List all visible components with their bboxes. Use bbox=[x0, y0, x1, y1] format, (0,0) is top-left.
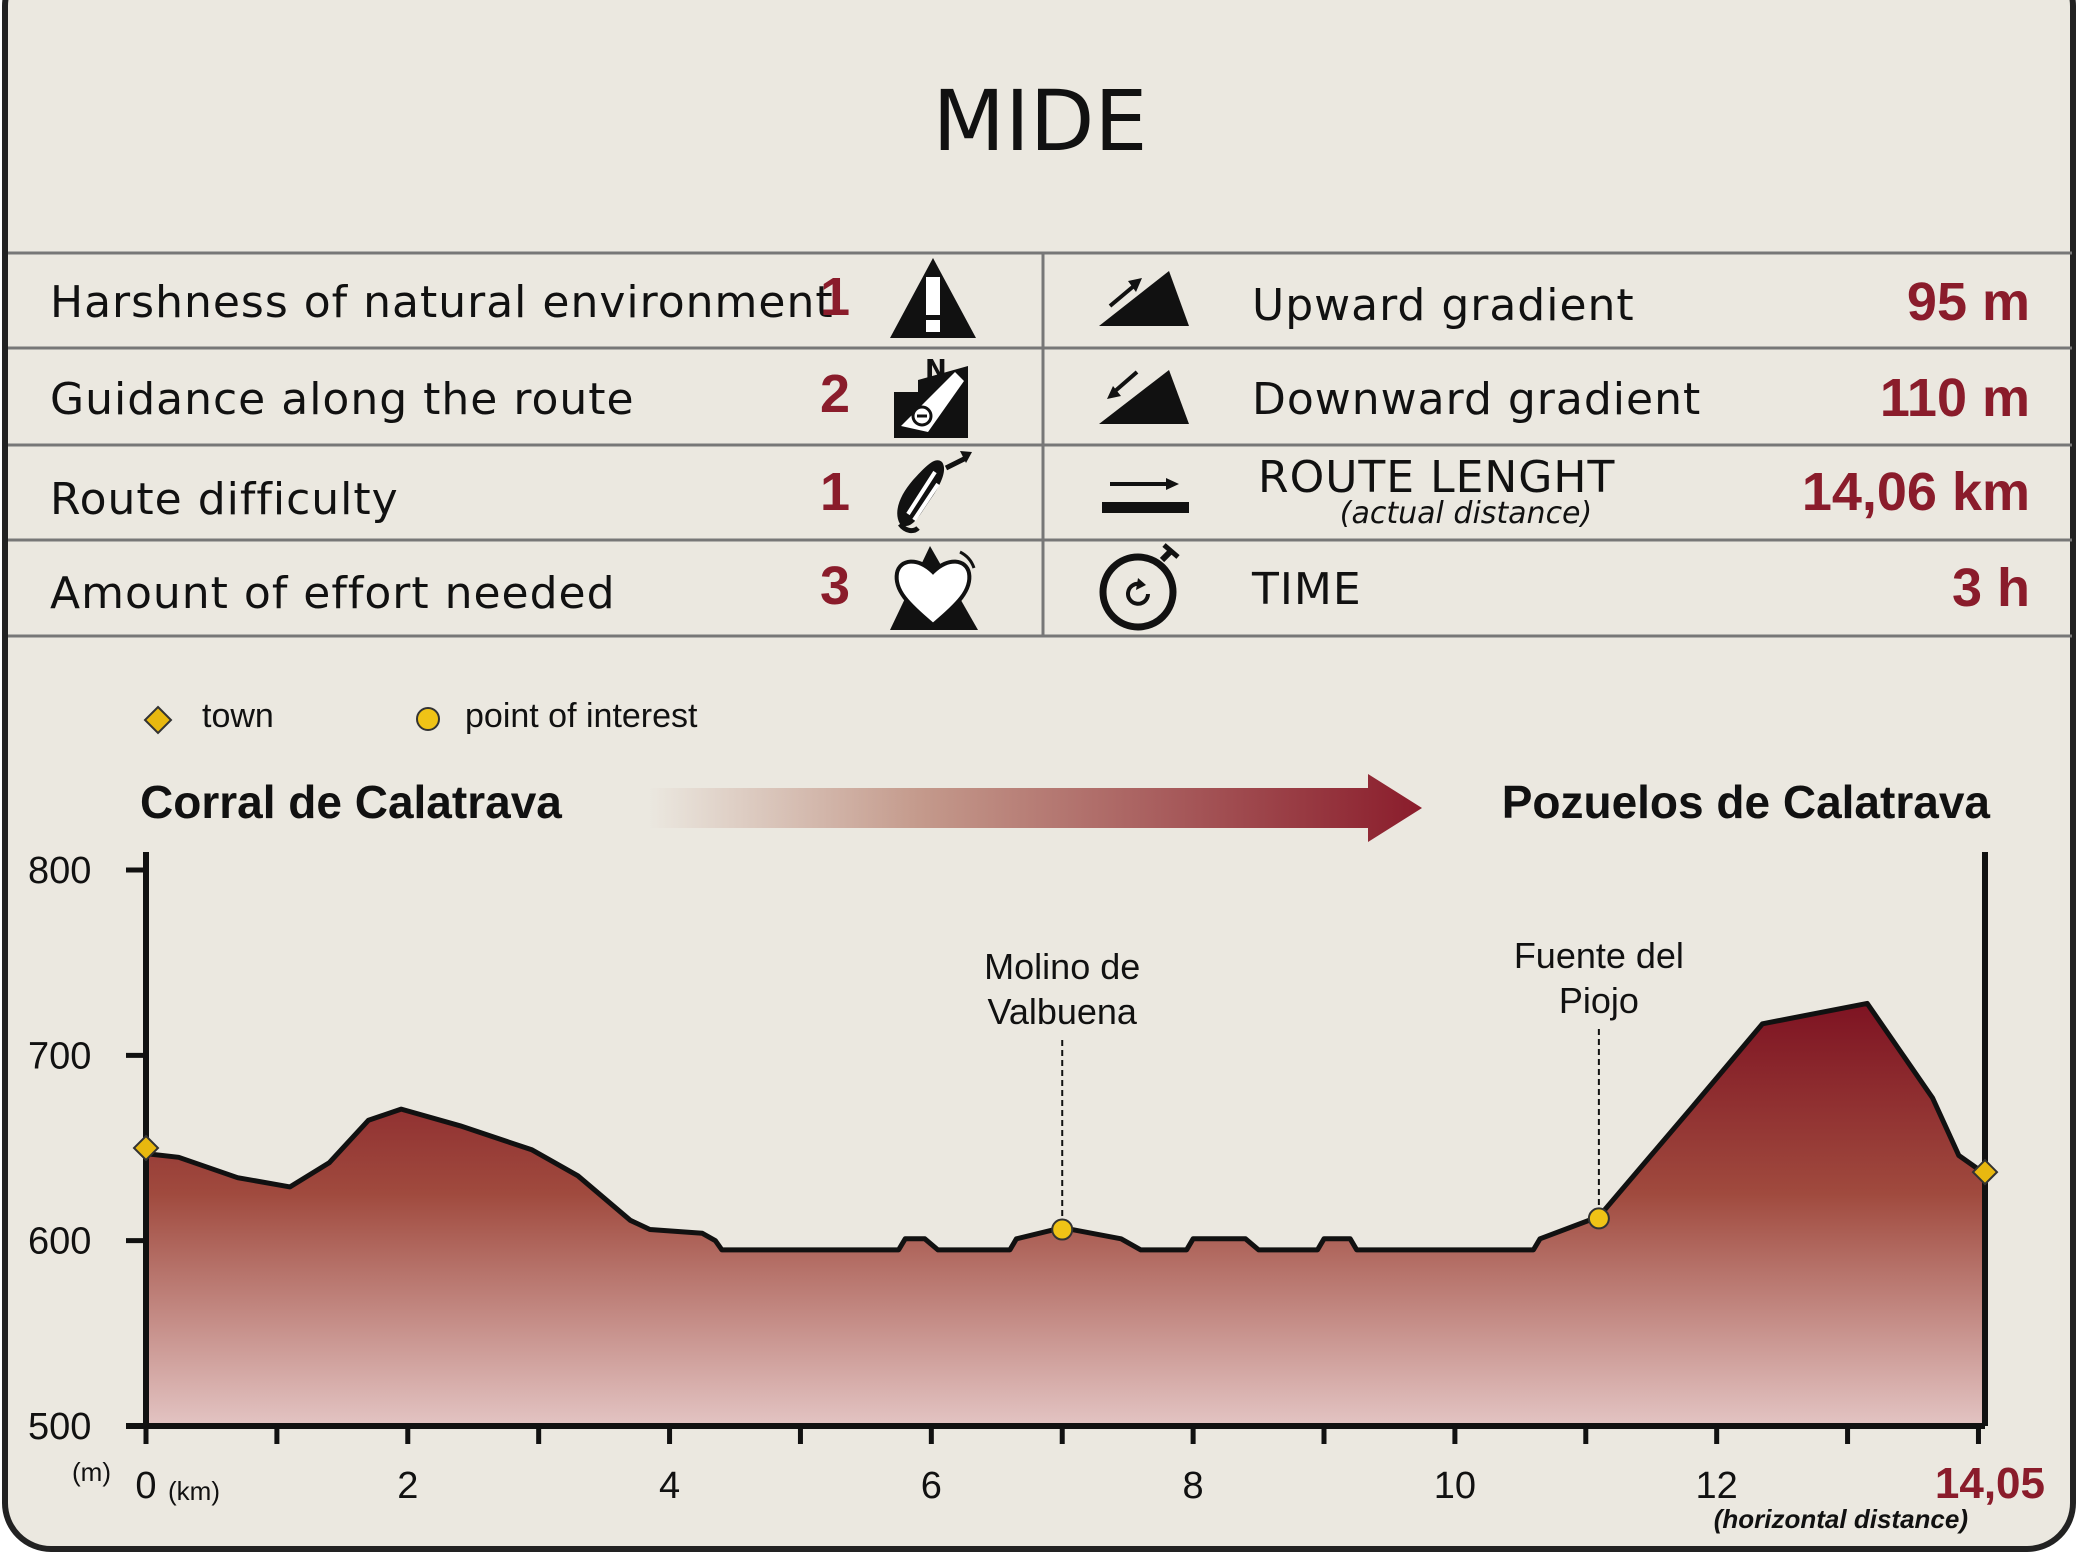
upward-gradient-value: 95 m bbox=[1907, 272, 2030, 332]
poi-label-line: Molino de bbox=[984, 946, 1140, 987]
legend-town-label: town bbox=[202, 697, 274, 735]
y-tick-label: 500 bbox=[28, 1406, 91, 1448]
heart-mountain-icon bbox=[890, 546, 978, 630]
effort-label: Amount of effort needed bbox=[50, 568, 616, 619]
mide-table-grid bbox=[8, 251, 2072, 638]
route-end-label: Pozuelos de Calatrava bbox=[1502, 776, 1991, 828]
guidance-label: Guidance along the route bbox=[50, 374, 635, 425]
poi-label-line: Fuente del bbox=[1514, 935, 1684, 976]
x-unit-label: (km) bbox=[168, 1476, 220, 1506]
town-marker bbox=[1971, 1158, 1999, 1186]
time-label: TIME bbox=[1251, 564, 1362, 615]
stopwatch-icon bbox=[1099, 543, 1180, 631]
mide-left-column: Harshness of natural environment 1 Guida… bbox=[50, 267, 850, 619]
harshness-label: Harshness of natural environment bbox=[50, 277, 834, 328]
route-start-label: Corral de Calatrava bbox=[140, 776, 562, 828]
x-tick-label: 8 bbox=[1183, 1465, 1204, 1507]
difficulty-label: Route difficulty bbox=[50, 474, 399, 525]
effort-value: 3 bbox=[820, 556, 850, 616]
poi-marker bbox=[1587, 1207, 1610, 1230]
x-tick-label: 12 bbox=[1696, 1465, 1738, 1507]
downward-gradient-value: 110 m bbox=[1880, 368, 2030, 428]
upward-gradient-label: Upward gradient bbox=[1252, 280, 1635, 331]
y-unit-label: (m) bbox=[72, 1457, 111, 1487]
y-tick-label: 700 bbox=[28, 1035, 91, 1077]
time-value: 3 h bbox=[1952, 558, 2030, 618]
footprint-icon bbox=[897, 451, 972, 534]
y-tick-label: 800 bbox=[28, 850, 91, 892]
legend-poi-label: point of interest bbox=[465, 697, 698, 735]
x-tick-label: 0 bbox=[135, 1465, 156, 1507]
x-tick-label: 6 bbox=[921, 1465, 942, 1507]
harshness-value: 1 bbox=[820, 267, 850, 327]
route-length-value: 14,06 km bbox=[1802, 462, 2030, 522]
x-tick-label: 4 bbox=[659, 1465, 680, 1507]
legend: town point of interest bbox=[143, 697, 698, 735]
page-title: MIDE bbox=[932, 72, 1147, 170]
y-tick-label: 600 bbox=[28, 1221, 91, 1263]
poi-label-line: Valbuena bbox=[987, 991, 1137, 1032]
downward-gradient-label: Downward gradient bbox=[1252, 374, 1701, 425]
x-tick-label: 2 bbox=[397, 1465, 418, 1507]
elevation-line bbox=[145, 1000, 1987, 1253]
elevation-profile-chart: 800 700 600 500 0 2 4 6 8 10 12 14,05 (m) (km) (horizo… bbox=[28, 850, 2045, 1534]
guidance-value: 2 bbox=[820, 364, 850, 424]
x-axis-label: (horizontal distance) bbox=[1714, 1504, 1968, 1534]
town-marker bbox=[132, 1134, 160, 1162]
warning-triangle-icon bbox=[890, 258, 976, 338]
route-length-sublabel: (actual distance) bbox=[1340, 496, 1592, 531]
poi-label-line: Piojo bbox=[1559, 980, 1639, 1021]
elevation-area bbox=[146, 1003, 1985, 1426]
mide-right-column: Upward gradient 95 m Downward gradient 1… bbox=[1251, 272, 2030, 618]
legend-town-marker bbox=[143, 705, 173, 735]
difficulty-value: 1 bbox=[820, 462, 850, 522]
poi-marker bbox=[1051, 1218, 1074, 1241]
downward-slope-icon bbox=[1099, 370, 1189, 424]
direction-arrow bbox=[648, 774, 1422, 842]
distance-arrow-icon bbox=[1102, 478, 1189, 513]
legend-poi-marker bbox=[416, 707, 440, 731]
x-end-label: 14,05 bbox=[1935, 1459, 2045, 1508]
x-tick-label: 10 bbox=[1434, 1465, 1476, 1507]
route-length-label: ROUTE LENGHT bbox=[1258, 452, 1615, 503]
upward-slope-icon bbox=[1099, 271, 1189, 326]
compass-map-icon: N bbox=[894, 355, 968, 438]
